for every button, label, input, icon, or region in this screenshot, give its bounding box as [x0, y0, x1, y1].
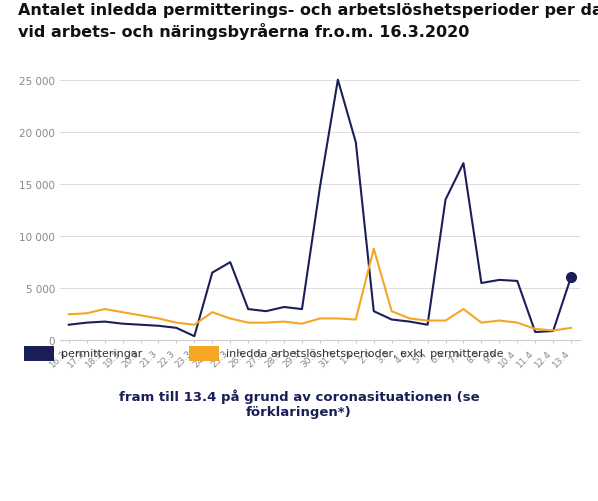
Bar	[24, 346, 54, 361]
Text: inledda arbetslöshetsperioder, exkl. permitterade: inledda arbetslöshetsperioder, exkl. per…	[227, 349, 504, 359]
Text: nya permitterade ca.  122 000: nya permitterade ca. 122 000	[73, 464, 286, 477]
Text: vid arbets- och näringsbyråerna fr.o.m. 16.3.2020: vid arbets- och näringsbyråerna fr.o.m. …	[18, 23, 469, 40]
Text: Antalet inledda permitterings- och arbetslöshetsperioder per dag: Antalet inledda permitterings- och arbet…	[18, 3, 598, 18]
Text: fram till 13.4 på grund av coronasituationen (se
förklaringen*): fram till 13.4 på grund av coronasituati…	[118, 388, 480, 418]
Bar	[189, 346, 219, 361]
Text: permitteringar: permitteringar	[62, 349, 143, 359]
Text: nya arbetslösa ca. 15 000: nya arbetslösa ca. 15 000	[370, 464, 551, 477]
